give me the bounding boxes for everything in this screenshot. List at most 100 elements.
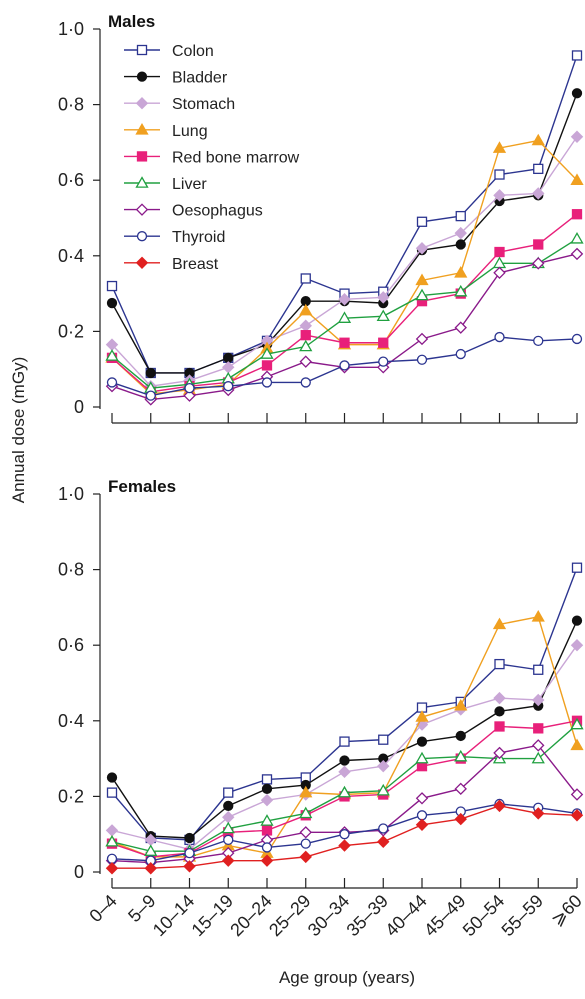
- data-point: [455, 348, 466, 360]
- data-point: [223, 800, 234, 811]
- data-point: [570, 738, 584, 751]
- data-point: [415, 288, 429, 301]
- y-tick-label: 1·0: [58, 19, 84, 39]
- data-point: [106, 297, 118, 309]
- data-point: [339, 829, 350, 840]
- x-tick-label: 30–34: [304, 891, 354, 941]
- data-point: [493, 691, 506, 705]
- legend-marker: [136, 151, 148, 162]
- data-point: [570, 247, 584, 261]
- data-point: [337, 785, 352, 798]
- data-point: [416, 216, 428, 227]
- data-point: [338, 839, 351, 852]
- y-tick-label: 0·2: [58, 786, 84, 806]
- data-point: [144, 844, 158, 856]
- legend-marker: [135, 96, 149, 110]
- data-point: [571, 615, 583, 626]
- series-line: [111, 253, 578, 401]
- data-point: [260, 854, 274, 867]
- data-point: [531, 610, 545, 622]
- data-point: [105, 834, 119, 847]
- x-tick-label: 35–39: [343, 891, 393, 941]
- data-point: [105, 862, 119, 875]
- x-axis-title: Age group (years): [279, 968, 415, 987]
- data-point: [416, 736, 428, 747]
- data-point: [338, 765, 351, 779]
- data-point: [378, 734, 389, 745]
- data-point: [531, 133, 545, 146]
- data-point: [223, 834, 234, 846]
- data-point: [299, 826, 312, 839]
- x-tick-label: 45–49: [420, 891, 470, 941]
- data-point: [533, 163, 544, 175]
- x-tick-label: 50–54: [459, 891, 509, 941]
- legend-label: Oesophagus: [172, 203, 263, 220]
- series-thyroid: [106, 798, 583, 866]
- data-point: [492, 617, 507, 630]
- series-colon: [106, 562, 583, 846]
- data-point: [571, 88, 583, 99]
- data-point: [416, 810, 428, 821]
- series-line: [111, 644, 578, 851]
- data-point: [532, 257, 545, 270]
- data-point: [455, 210, 466, 222]
- legend-marker: [136, 231, 148, 242]
- data-point: [493, 266, 506, 280]
- data-point: [454, 226, 467, 240]
- data-point: [299, 355, 312, 368]
- data-point: [106, 280, 118, 292]
- legend-label: Thyroid: [172, 229, 225, 246]
- data-point: [492, 141, 507, 153]
- data-point: [454, 698, 468, 711]
- data-point: [454, 265, 468, 278]
- y-tick-label: 0·8: [58, 95, 84, 115]
- legend-label: Colon: [172, 43, 214, 60]
- legend-label: Lung: [172, 123, 208, 140]
- data-point: [223, 381, 234, 392]
- x-tick-label: 15–19: [188, 891, 238, 941]
- data-point: [533, 239, 544, 250]
- data-point: [531, 751, 545, 764]
- data-point: [299, 339, 313, 352]
- data-point: [376, 309, 390, 322]
- data-point: [339, 337, 350, 348]
- legend-marker: [135, 256, 149, 270]
- data-point: [222, 854, 235, 867]
- y-tick-label: 0·4: [58, 711, 84, 731]
- data-point: [454, 284, 468, 297]
- data-point: [337, 311, 352, 323]
- data-point: [260, 814, 274, 826]
- data-point: [261, 377, 273, 388]
- panel-males: 0 0·2 0·4 0·6 0·8 1·0 Males Colon Bladder Stomach…: [58, 12, 584, 424]
- data-point: [223, 352, 234, 364]
- y-axis-title: Annual dose (mGy): [9, 357, 28, 503]
- data-point: [571, 562, 583, 573]
- data-point: [106, 787, 118, 798]
- legend-label: Red bone marrow: [172, 149, 300, 166]
- y-tick-label: 0·2: [58, 321, 84, 341]
- legend-label: Stomach: [172, 96, 235, 113]
- data-point: [377, 291, 390, 304]
- data-point: [378, 823, 389, 834]
- y-tick-label: 0: [74, 397, 84, 417]
- data-point: [376, 783, 390, 796]
- data-point: [454, 321, 467, 334]
- data-point: [299, 785, 313, 798]
- data-point: [300, 377, 311, 388]
- data-point: [221, 821, 235, 834]
- data-point: [377, 835, 390, 848]
- data-point: [533, 664, 544, 675]
- data-point: [339, 360, 350, 371]
- data-point: [415, 332, 429, 346]
- data-point: [339, 736, 350, 747]
- legend-marker: [135, 122, 149, 135]
- x-tick-label: 20–24: [226, 891, 276, 941]
- data-point: [532, 739, 545, 752]
- series-thyroid: [106, 331, 583, 401]
- data-point: [377, 759, 390, 773]
- series-breast: [105, 799, 584, 875]
- y-tick-label: 0: [74, 862, 84, 882]
- data-point: [299, 806, 313, 819]
- data-point: [184, 832, 195, 844]
